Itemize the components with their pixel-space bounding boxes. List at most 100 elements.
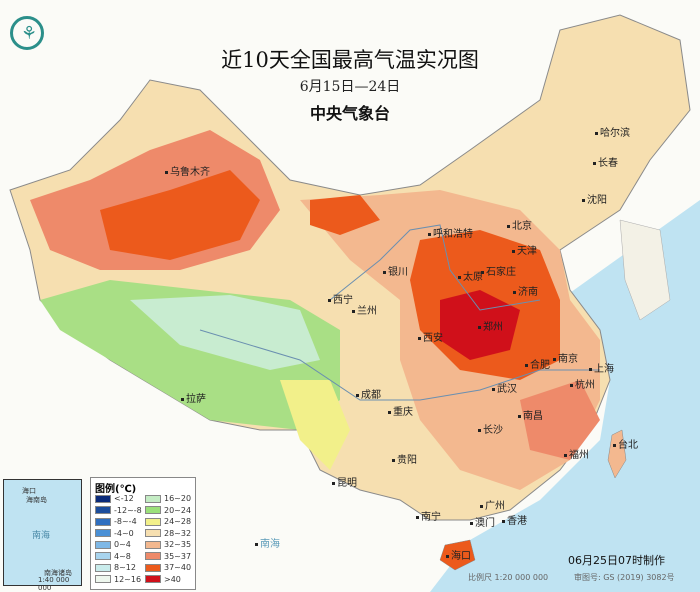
legend-swatch: [95, 494, 111, 503]
legend-swatch: [145, 575, 161, 583]
legend-swatch: [95, 517, 111, 526]
legend-label: 24~28: [164, 517, 192, 526]
city-label: 台北: [613, 436, 638, 451]
legend-label: 4~8: [114, 551, 131, 561]
legend-label: >40: [164, 574, 181, 584]
city-label: 福州: [564, 446, 589, 461]
organization: 中央气象台: [309, 104, 390, 123]
legend-swatch: [95, 506, 111, 514]
inset-islands: 南海诸岛: [44, 569, 72, 577]
cma-logo-icon: ⚘: [10, 16, 44, 50]
production-time: 06月25日07时制作: [568, 554, 665, 567]
legend-swatch: [145, 517, 161, 526]
city-label: 银川: [383, 263, 408, 278]
legend-label: -4~0: [114, 528, 134, 538]
legend-item: <-12: [95, 494, 134, 503]
city-label: 重庆: [388, 403, 413, 418]
city-label: 广州: [480, 497, 505, 512]
city-label: 合肥: [525, 356, 550, 371]
city-label: 呼和浩特: [428, 225, 473, 240]
legend-label: 12~16: [114, 574, 142, 584]
legend-swatch: [145, 540, 161, 549]
legend-label: 8~12: [114, 563, 136, 572]
legend-label: 20~24: [164, 505, 192, 515]
legend-swatch: [145, 563, 161, 572]
legend-swatch: [145, 552, 161, 560]
legend-label: -8~-4: [114, 517, 137, 526]
city-label: 海口: [446, 547, 471, 562]
legend-swatch: [145, 529, 161, 537]
legend-item: 16~20: [145, 494, 191, 503]
legend-item: 4~8: [95, 552, 131, 561]
legend-label: 28~32: [164, 528, 192, 538]
city-label: 武汉: [492, 380, 517, 395]
legend-swatch: [145, 494, 161, 503]
legend-item: 37~40: [145, 563, 191, 572]
legend-swatch: [95, 540, 111, 549]
legend-swatch: [95, 552, 111, 560]
city-label: 西宁: [328, 291, 353, 306]
legend-item: >40: [145, 575, 181, 584]
legend-label: 35~37: [164, 551, 192, 561]
zone-xinjiang-veryhot: [100, 170, 260, 260]
city-label: 香港: [502, 512, 527, 527]
city-label: 长沙: [478, 421, 503, 436]
legend-item: 8~12: [95, 563, 136, 572]
inset-island: 海南岛: [26, 496, 47, 504]
zone-yellow: [280, 380, 350, 470]
city-label: 澳门: [470, 514, 495, 529]
zone-inner-mongolia: [310, 195, 380, 235]
city-label: 西安: [418, 329, 443, 344]
inset-sea: 南海: [32, 531, 51, 541]
legend-label: 16~20: [164, 494, 192, 503]
legend-swatch: [95, 563, 111, 572]
city-label: 南宁: [416, 508, 441, 523]
legend-label: -12~-8: [114, 505, 142, 515]
legend-item: 12~16: [95, 575, 141, 584]
city-label: 长春: [593, 154, 618, 169]
city-label: 上海: [589, 360, 614, 375]
map-scale: 比例尺 1:20 000 000: [468, 573, 549, 582]
legend-item: 28~32: [145, 529, 191, 538]
inset-scale: 1:40 000 000: [38, 576, 70, 592]
city-label: 乌鲁木齐: [165, 163, 210, 178]
legend-item: 32~35: [145, 540, 191, 549]
city-label: 兰州: [352, 302, 377, 317]
city-label: 成都: [356, 386, 381, 401]
legend-item: 0~4: [95, 540, 131, 549]
sea-label: 南海: [255, 535, 280, 550]
city-label: 昆明: [332, 474, 357, 489]
inset-city: 海口: [22, 487, 36, 495]
city-label: 拉萨: [181, 390, 206, 405]
city-label: 杭州: [570, 376, 595, 391]
south-china-sea-inset: 海口 海南岛 南海 南海诸岛 1:40 000 000: [3, 479, 82, 592]
city-label: 济南: [513, 283, 538, 298]
city-label: 石家庄: [481, 263, 516, 278]
city-label: 郑州: [478, 318, 503, 333]
legend-swatch: [95, 575, 111, 583]
legend-label: <-12: [114, 494, 134, 503]
city-label: 贵阳: [392, 451, 417, 466]
city-label: 天津: [512, 242, 537, 257]
legend-swatch: [145, 506, 161, 514]
city-label: 北京: [507, 217, 532, 232]
legend-item: 35~37: [145, 552, 191, 561]
city-label: 太原: [458, 268, 483, 283]
legend-swatch: [95, 529, 111, 537]
neighbor-korea: [619, 219, 671, 321]
zone-southeast: [520, 380, 600, 460]
legend-label: 37~40: [164, 563, 192, 572]
legend-item: 20~24: [145, 506, 191, 515]
city-label: 南昌: [518, 407, 543, 422]
legend-item: -8~-4: [95, 517, 137, 526]
city-label: 南京: [553, 350, 578, 365]
legend-label: 32~35: [164, 540, 192, 549]
map-title: 近10天全国最高气温实况图: [221, 48, 479, 72]
legend-item: -12~-8: [95, 506, 142, 515]
date-range: 6月15日—24日: [299, 79, 401, 95]
city-label: 沈阳: [582, 191, 607, 206]
legend-title: 图例(℃): [95, 484, 137, 495]
legend-item: 24~28: [145, 517, 191, 526]
